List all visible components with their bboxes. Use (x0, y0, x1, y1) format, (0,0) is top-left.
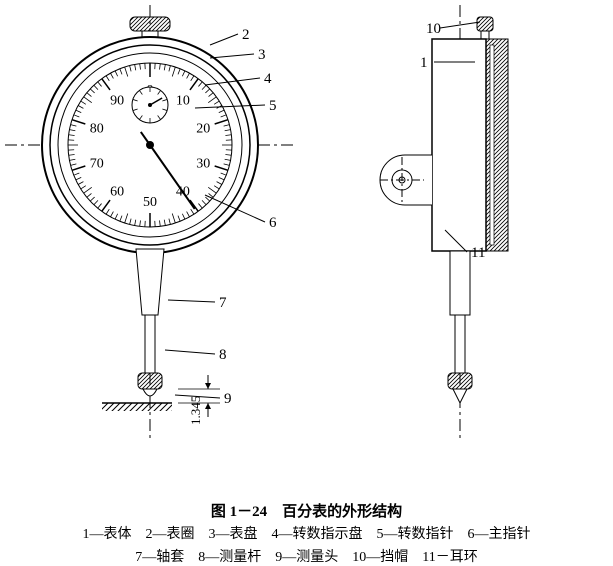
front-view: 0102030405060708090 (5, 5, 295, 440)
svg-text:7: 7 (219, 295, 227, 311)
svg-text:8: 8 (219, 347, 227, 363)
svg-text:70: 70 (90, 156, 104, 171)
svg-text:1: 1 (420, 55, 428, 71)
legend-line-2: 7—轴套 8—测量杆 9—测量头 10—挡帽 11－耳环 (0, 546, 613, 566)
svg-text:4: 4 (264, 71, 272, 87)
svg-text:6: 6 (269, 215, 277, 231)
svg-text:10: 10 (176, 94, 190, 109)
svg-text:5: 5 (269, 98, 277, 114)
svg-text:60: 60 (110, 184, 124, 199)
svg-text:20: 20 (196, 122, 210, 137)
svg-text:90: 90 (110, 94, 124, 109)
side-view (380, 5, 508, 440)
svg-text:9: 9 (224, 391, 232, 407)
svg-text:11: 11 (471, 245, 485, 261)
diagram-svg: 0102030405060708090 (0, 0, 613, 490)
svg-text:3: 3 (258, 47, 266, 63)
svg-text:2: 2 (242, 27, 250, 43)
figure-caption: 图 1－24 百分表的外形结构 (0, 500, 613, 521)
svg-text:10: 10 (426, 21, 441, 37)
dimension: 1.345 (178, 375, 220, 425)
legend-line-1: 1—表体 2—表圈 3—表盘 4—转数指示盘 5—转数指针 6—主指针 (0, 523, 613, 543)
svg-text:50: 50 (143, 195, 157, 210)
svg-text:30: 30 (196, 156, 210, 171)
svg-text:80: 80 (90, 122, 104, 137)
dimension-value: 1.345 (188, 396, 203, 425)
